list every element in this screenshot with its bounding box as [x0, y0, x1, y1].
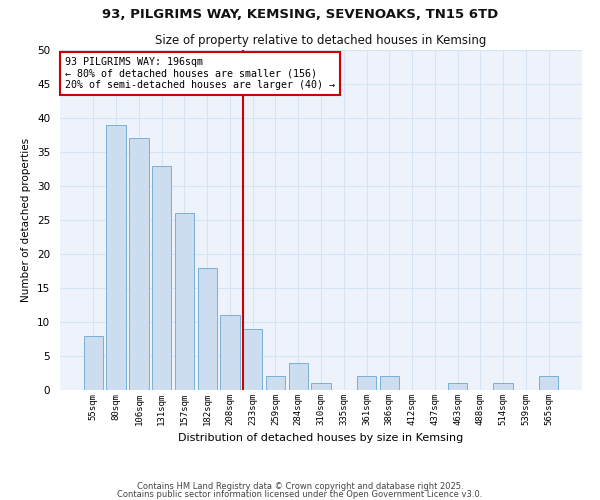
Text: 93, PILGRIMS WAY, KEMSING, SEVENOAKS, TN15 6TD: 93, PILGRIMS WAY, KEMSING, SEVENOAKS, TN…	[102, 8, 498, 20]
Bar	[448, 383, 467, 390]
Bar	[539, 376, 558, 390]
Bar	[493, 383, 513, 390]
Bar	[220, 315, 239, 390]
Bar	[357, 376, 376, 390]
Y-axis label: Number of detached properties: Number of detached properties	[22, 138, 31, 302]
X-axis label: Distribution of detached houses by size in Kemsing: Distribution of detached houses by size …	[178, 434, 464, 444]
Text: Contains HM Land Registry data © Crown copyright and database right 2025.: Contains HM Land Registry data © Crown c…	[137, 482, 463, 491]
Bar	[197, 268, 217, 390]
Bar	[106, 125, 126, 390]
Bar	[289, 363, 308, 390]
Bar	[84, 336, 103, 390]
Bar	[152, 166, 172, 390]
Text: 93 PILGRIMS WAY: 196sqm
← 80% of detached houses are smaller (156)
20% of semi-d: 93 PILGRIMS WAY: 196sqm ← 80% of detache…	[65, 57, 335, 90]
Bar	[175, 213, 194, 390]
Bar	[266, 376, 285, 390]
Bar	[243, 329, 262, 390]
Bar	[311, 383, 331, 390]
Title: Size of property relative to detached houses in Kemsing: Size of property relative to detached ho…	[155, 34, 487, 48]
Text: Contains public sector information licensed under the Open Government Licence v3: Contains public sector information licen…	[118, 490, 482, 499]
Bar	[380, 376, 399, 390]
Bar	[129, 138, 149, 390]
